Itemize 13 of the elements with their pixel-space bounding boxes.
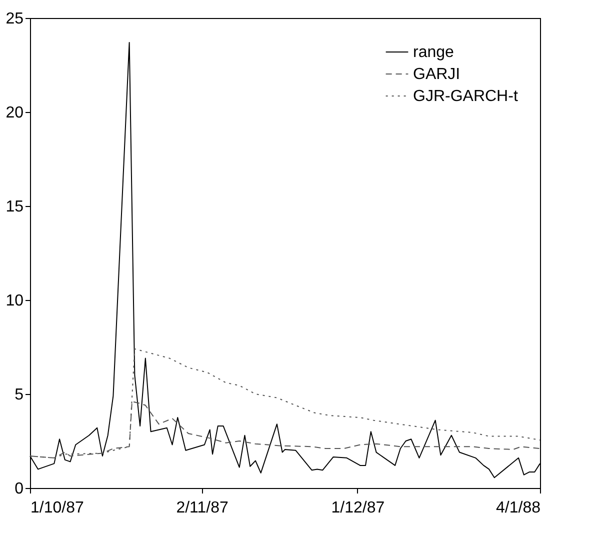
y-tick-label: 10 xyxy=(6,292,24,310)
legend-label: GJR-GARCH-t xyxy=(413,88,518,105)
legend-label: GARJI xyxy=(413,66,460,83)
x-tick-label: 1/10/87 xyxy=(30,500,84,516)
y-tick-label: 25 xyxy=(6,10,24,28)
x-tick-label: 1/12/87 xyxy=(331,500,385,516)
y-tick-label: 0 xyxy=(14,480,24,498)
y-tick-label: 5 xyxy=(14,386,24,404)
x-tick-label: 4/1/88 xyxy=(496,500,541,516)
x-tick-label: 2/11/87 xyxy=(176,500,228,516)
y-tick-label: 15 xyxy=(6,198,24,216)
legend-label: range xyxy=(413,44,454,61)
y-tick-label: 20 xyxy=(6,104,24,122)
